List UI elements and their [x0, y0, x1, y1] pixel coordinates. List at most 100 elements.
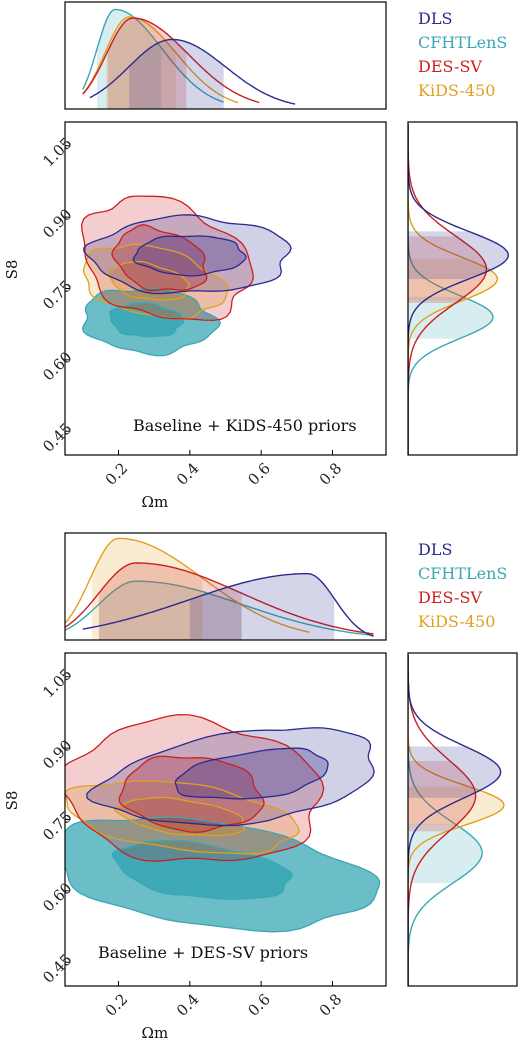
s8-curve-kids-450 — [408, 654, 505, 986]
omega-curves — [82, 8, 296, 109]
s8-band-dls — [408, 746, 501, 798]
legend-entry-dls: DLS — [418, 540, 452, 559]
contour-fills — [81, 196, 292, 356]
legend-entry-dls: DLS — [418, 9, 452, 28]
x-tick-label: 0.8 — [316, 459, 346, 489]
omega-curve-des-sv — [82, 17, 260, 104]
contour-68-des-sv — [119, 756, 265, 833]
contour-95-line-dls — [86, 727, 375, 827]
x-tick-label: 0.8 — [316, 990, 346, 1020]
legend: DLS CFHTLenS DES-SV KiDS-450 — [418, 540, 507, 631]
legend-entry-cfhtlens: CFHTLenS — [418, 564, 507, 583]
panel-annotation: Baseline + KiDS-450 priors — [133, 416, 357, 435]
legend-entry-cfhtlens: CFHTLenS — [418, 33, 507, 52]
legend-entry-kids-450: KiDS-450 — [418, 612, 495, 631]
y-axis-label: S8 — [3, 791, 21, 811]
marginal-s8-panel — [407, 121, 518, 456]
y-tick-label: 0.90 — [39, 205, 75, 241]
s8-curve-cfhtlens — [408, 654, 483, 986]
contour-68-des-sv — [112, 224, 207, 291]
legend-entry-des-sv: DES-SV — [418, 588, 482, 607]
contour-95-kids-450 — [83, 244, 229, 320]
y-tick-label: 1.05 — [39, 134, 75, 170]
s8-curve-dls — [408, 123, 510, 455]
contour-68-line-cfhtlens — [109, 302, 185, 338]
contour-95-line-cfhtlens — [65, 816, 381, 933]
omega-band-des-sv — [107, 18, 187, 109]
x-tick-label: 0.4 — [173, 459, 203, 489]
y-tick-label: 1.05 — [39, 665, 75, 701]
s8-band-des-sv — [408, 236, 487, 303]
contour-95-dls — [83, 214, 292, 294]
y-tick-label: 0.45 — [39, 419, 75, 455]
x-tick-label: 0.2 — [102, 459, 132, 489]
omega-curve-kids-450 — [65, 537, 310, 633]
legend: DLS CFHTLenS DES-SV KiDS-450 — [418, 9, 507, 100]
y-axis-label: S8 — [3, 260, 21, 280]
contour-68-cfhtlens — [110, 302, 184, 337]
s8-band-kids-450 — [408, 258, 498, 301]
omega-curve-des-sv — [65, 562, 374, 635]
omega-curve-cfhtlens — [82, 8, 224, 103]
legend-entry-kids-450: KiDS-450 — [418, 81, 495, 100]
omega-band-kids-450 — [106, 17, 176, 109]
s8-band-cfhtlens — [408, 296, 493, 339]
x-tick-label: 0.6 — [244, 990, 274, 1020]
contour-95-line-des-sv — [65, 713, 325, 862]
contour-68-dls — [175, 748, 328, 799]
x-tick-label: 0.2 — [102, 990, 132, 1020]
s8-curves — [408, 123, 510, 455]
y-tick-label: 0.60 — [39, 348, 75, 384]
s8-panel-frame — [407, 121, 518, 456]
omega-band-cfhtlens — [98, 581, 242, 640]
x-tick-label: 0.6 — [244, 459, 274, 489]
s8-curves — [408, 654, 505, 986]
s8-band-des-sv — [408, 761, 476, 832]
legend-entry-des-sv: DES-SV — [418, 57, 482, 76]
contour-95-dls — [86, 727, 375, 826]
y-tick-label: 0.45 — [39, 950, 75, 986]
chart-top: 0.2 0.4 0.6 0.8 0.45 0.60 0.75 0.90 1.05 Ωm S8 Base… — [3, 1, 518, 511]
omega-band-kids-450 — [91, 538, 203, 640]
contour-95-line-kids-450 — [65, 780, 300, 855]
omega-panel-frame — [64, 532, 387, 641]
contour-lines — [81, 195, 292, 357]
main-contour-panel: 0.2 0.4 0.6 0.80.450.600.750.901.05ΩmS8Base… — [3, 121, 387, 511]
s8-curve-kids-450 — [408, 123, 498, 455]
panel-annotation: Baseline + DES-SV priors — [98, 943, 308, 962]
omega-band-dls — [129, 39, 224, 109]
main-contour-panel: 0.2 0.4 0.6 0.8 0.450.600.750.901.05 Ωm S8 Base… — [3, 652, 387, 1038]
x-axis-label: Ωm — [142, 1024, 169, 1038]
contour-68-line-dls — [174, 747, 329, 800]
x-axis: 0.2 0.4 0.6 0.8 — [102, 981, 346, 1020]
chart-bottom: 0.2 0.4 0.6 0.8 0.450.600.750.901.05 Ωm S8 Base… — [3, 532, 518, 1038]
x-axis: 0.2 0.4 0.6 0.8 — [102, 450, 346, 489]
omega-curve-dls — [89, 38, 296, 105]
s8-curve-des-sv — [408, 123, 488, 455]
contour-95-line-dls — [83, 214, 292, 295]
marginal-omega-panel — [64, 532, 387, 641]
omega-band-dls — [189, 573, 335, 640]
contour-68-dls — [133, 235, 247, 276]
omega-curve-dls — [82, 573, 374, 637]
marginal-s8-panel — [407, 652, 518, 987]
y-tick-label: 0.75 — [39, 277, 75, 313]
contour-68-cfhtlens — [112, 840, 293, 900]
y-axis: 0.45 0.60 0.75 0.90 1.05 — [39, 134, 75, 456]
contour-lines — [65, 713, 381, 933]
omega-band-des-sv — [98, 563, 242, 640]
s8-panel-frame — [407, 652, 518, 987]
omega-curve-kids-450 — [82, 16, 239, 104]
contour-68-line-cfhtlens — [111, 839, 293, 900]
y-axis: 0.450.600.750.901.05 — [39, 665, 75, 987]
omega-panel-frame — [64, 1, 387, 110]
omega-curve-cfhtlens — [65, 580, 374, 636]
s8-curve-dls — [408, 654, 502, 986]
contour-95-line-cfhtlens — [81, 287, 221, 357]
x-tick-label: 0.4 — [173, 990, 203, 1020]
contour-68-kids-450 — [114, 797, 245, 836]
s8-band-cfhtlens — [408, 824, 483, 884]
contour-68-line-kids-450 — [114, 796, 246, 837]
s8-band-dls — [408, 231, 509, 279]
